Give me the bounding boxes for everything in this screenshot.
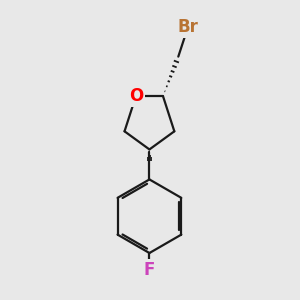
Text: O: O [129, 87, 143, 105]
Text: F: F [144, 261, 155, 279]
Text: Br: Br [178, 18, 198, 36]
